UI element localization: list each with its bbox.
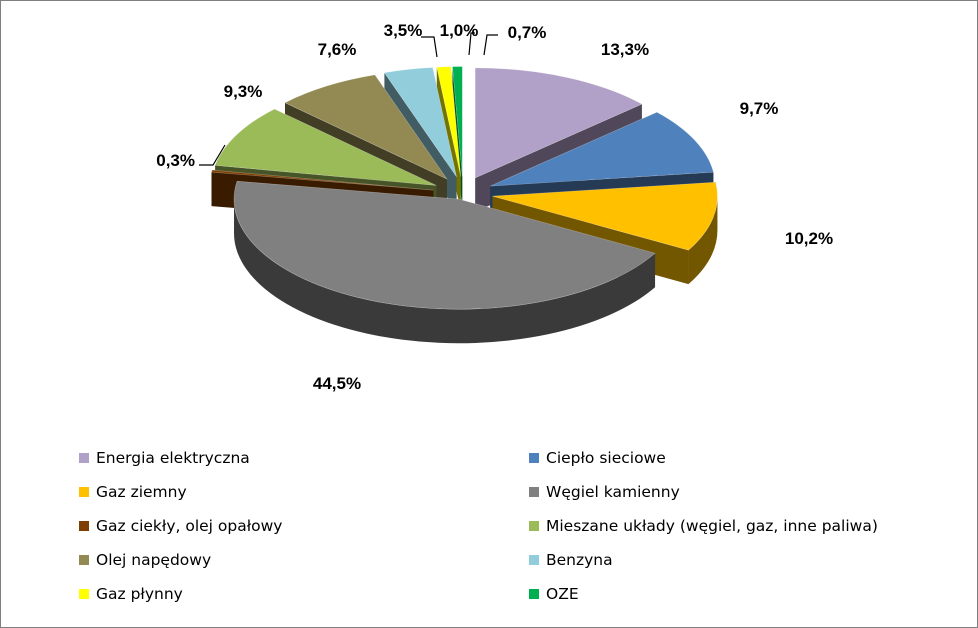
data-label: 10,2% xyxy=(785,229,833,248)
data-label: 7,6% xyxy=(318,40,357,59)
legend-swatch xyxy=(79,487,89,497)
pie-slice xyxy=(474,67,643,179)
pie-slice xyxy=(211,169,434,191)
legend-item: Olej napędowy xyxy=(79,549,529,571)
leader-line xyxy=(468,32,475,56)
data-label: 1,0% xyxy=(440,21,479,40)
pie-slice xyxy=(490,111,714,187)
pie-slice-rim xyxy=(234,199,656,344)
legend-swatch xyxy=(529,453,539,463)
pie-slice xyxy=(492,181,718,251)
legend-item: Gaz ciekły, olej opałowy xyxy=(79,515,529,537)
legend-item: Gaz płynny xyxy=(79,583,529,605)
legend-swatch xyxy=(529,589,539,599)
legend-label: OZE xyxy=(546,585,579,603)
data-label: 9,7% xyxy=(740,99,779,118)
legend-swatch xyxy=(79,555,89,565)
legend-label: Energia elektryczna xyxy=(96,449,250,467)
pie-slice xyxy=(233,180,656,310)
data-label: 0,3% xyxy=(156,151,195,170)
legend-label: Gaz płynny xyxy=(96,585,183,603)
leader-line xyxy=(483,34,498,56)
pie-slice xyxy=(214,108,437,186)
data-label: 0,7% xyxy=(508,23,547,42)
data-label: 44,5% xyxy=(313,374,361,393)
legend-label: Olej napędowy xyxy=(96,551,212,569)
data-label: 9,3% xyxy=(224,82,263,101)
legend-item: Benzyna xyxy=(529,549,939,571)
legend-label: Mieszane układy (węgiel, gaz, inne paliw… xyxy=(546,517,878,535)
pie-slice xyxy=(436,66,462,177)
legend-swatch xyxy=(529,555,539,565)
legend-swatch xyxy=(79,521,89,531)
legend-item: OZE xyxy=(529,583,939,605)
legend: Energia elektryczna Ciepło sieciowe Gaz zi… xyxy=(79,447,939,605)
legend-swatch xyxy=(529,487,539,497)
data-label: 3,5% xyxy=(384,21,423,40)
pie-slice xyxy=(284,74,448,180)
legend-swatch xyxy=(79,589,89,599)
legend-swatch xyxy=(79,453,89,463)
pie-slice-rim xyxy=(688,196,718,285)
pie-slice xyxy=(452,66,463,177)
pie-chart: 13,3% 9,7% 10,2% 44,5% 0,3% 9,3% 7,6% 3,5% 1,0% 0… xyxy=(156,21,833,393)
legend-item: Ciepło sieciowe xyxy=(529,447,939,469)
leader-line xyxy=(199,144,226,166)
legend-label: Ciepło sieciowe xyxy=(546,449,666,467)
data-label: 13,3% xyxy=(601,40,649,59)
legend-swatch xyxy=(529,521,539,531)
legend-label: Gaz ziemny xyxy=(96,483,187,501)
legend-item: Gaz ziemny xyxy=(79,481,529,503)
legend-item: Węgiel kamienny xyxy=(529,481,939,503)
legend-label: Benzyna xyxy=(546,551,613,569)
legend-item: Energia elektryczna xyxy=(79,447,529,469)
leader-line xyxy=(421,36,438,58)
pie-slice xyxy=(383,67,457,178)
legend-label: Gaz ciekły, olej opałowy xyxy=(96,517,283,535)
legend-label: Węgiel kamienny xyxy=(546,483,680,501)
legend-item: Mieszane układy (węgiel, gaz, inne paliw… xyxy=(529,515,939,537)
